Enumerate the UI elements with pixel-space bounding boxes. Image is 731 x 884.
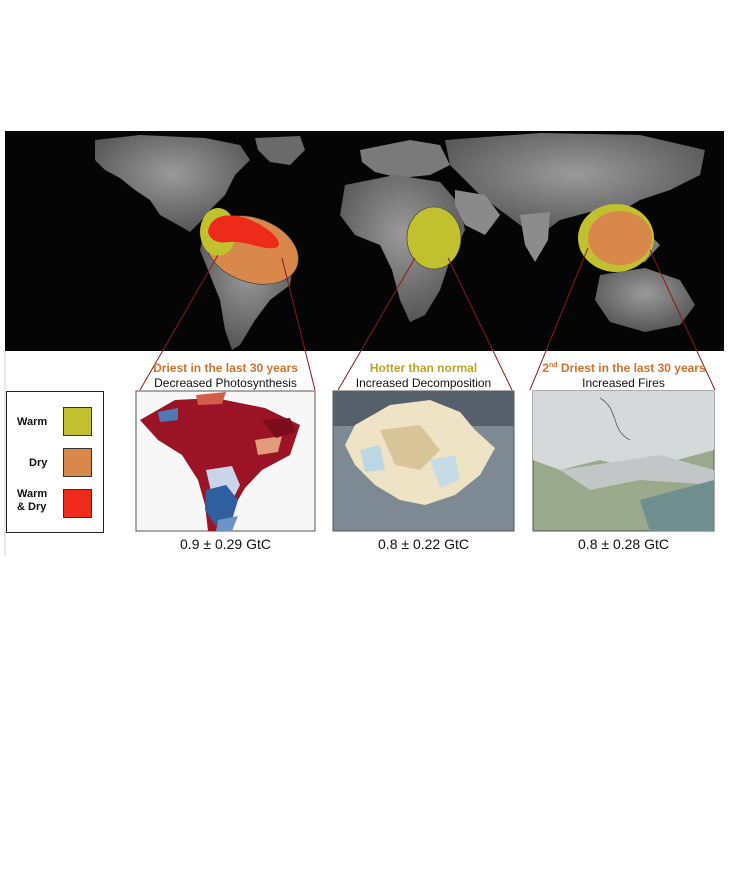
east-africa-anomaly <box>406 206 462 270</box>
panel-3-value-2: 0.8 ± 0.22 GtC <box>378 536 469 552</box>
legend: Warm Dry Warm & Dry <box>6 391 104 533</box>
panel-1-value: 0.9 ± 0.29 GtC <box>180 536 271 552</box>
north-america-landmass <box>95 135 250 232</box>
panel-2-subtitle: Increased Decomposition <box>355 376 492 390</box>
panel-3-value: 0.8 ± 0.28 GtC <box>578 536 669 552</box>
connector-lines <box>139 247 716 391</box>
panel-2-title: Hotter than normal <box>369 361 478 375</box>
panel-3-title: 2nd Driest in the last 30 years <box>524 361 724 375</box>
ethiopia-decomposition-map <box>332 390 515 532</box>
arabia-landmass <box>455 190 500 235</box>
legend-warm-swatch <box>63 407 92 436</box>
legend-warm-dry-label: Warm & Dry <box>17 488 48 513</box>
panel-1-title: Driest in the last 30 years <box>153 361 298 375</box>
legend-warm-label: Warm <box>17 416 48 428</box>
indonesia-anomaly <box>578 204 654 272</box>
legend-dry-label: Dry <box>29 457 48 469</box>
asia-landmass <box>445 133 705 235</box>
amazon-anomaly <box>200 208 299 285</box>
greenland-landmass <box>255 136 305 165</box>
panel-3-title-rest: Driest in the last 30 years <box>557 361 706 375</box>
legend-dry-swatch <box>63 448 92 477</box>
indonesia-fires-image <box>532 390 715 532</box>
panel-3-title-prefix: 2 <box>542 361 550 375</box>
india-landmass <box>520 212 550 262</box>
panel-1-subtitle: Decreased Photosynthesis <box>154 376 297 390</box>
panel-3-title-superscript: nd <box>549 362 558 369</box>
europe-landmass <box>360 140 450 178</box>
legend-warm-dry-swatch <box>63 489 92 518</box>
australia-landmass <box>595 268 695 332</box>
south-america-photosynthesis-map <box>135 390 316 532</box>
panel-3-subtitle: Increased Fires <box>582 376 665 390</box>
